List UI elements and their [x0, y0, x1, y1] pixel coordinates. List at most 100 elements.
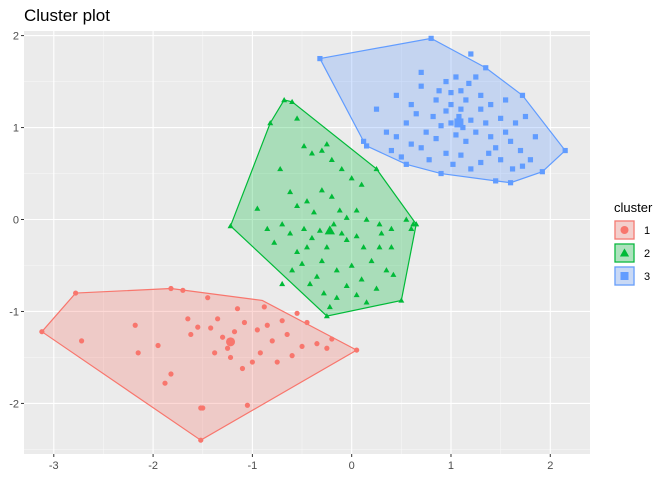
cluster-3-point — [502, 97, 509, 103]
y-tick-label: 1 — [13, 123, 19, 135]
cluster-3-point — [373, 106, 380, 112]
cluster-2-point — [333, 294, 340, 300]
cluster-1-point — [257, 350, 263, 356]
cluster-2-point — [343, 214, 350, 220]
cluster-1-center — [226, 337, 236, 347]
cluster-3-point — [436, 88, 442, 94]
cluster-2-point — [360, 244, 367, 250]
cluster-3-point — [493, 178, 499, 184]
cluster-2-center — [324, 225, 336, 235]
cluster-3-point — [448, 90, 454, 96]
cluster-2-point — [323, 313, 330, 319]
cluster-2-point — [333, 267, 340, 273]
cluster-3-point — [363, 143, 370, 149]
cluster-2-point — [376, 244, 383, 250]
cluster-3-point — [453, 74, 459, 80]
cluster-3-point — [438, 170, 444, 177]
cluster-1-point — [188, 331, 194, 338]
cluster-3-point — [458, 152, 464, 158]
cluster-2-point — [403, 216, 410, 222]
cluster-2-point — [323, 244, 330, 250]
cluster-2-point — [310, 209, 317, 215]
cluster-1-point — [168, 285, 174, 292]
cluster-2-point — [287, 188, 294, 195]
cluster-2-point — [376, 221, 383, 227]
cluster-2-point — [363, 299, 370, 305]
cluster-2-point — [348, 262, 355, 268]
cluster-2-point — [338, 165, 345, 172]
cluster-2-point — [254, 205, 261, 211]
cluster-2-point — [363, 216, 370, 222]
cluster-3-point — [448, 120, 454, 126]
cluster-1-point — [269, 338, 275, 344]
cluster-1-point — [135, 350, 141, 356]
cluster-1-point — [261, 304, 267, 310]
cluster-3-point — [456, 113, 462, 120]
cluster-3-point — [443, 108, 449, 114]
cluster-1-point — [299, 343, 305, 350]
cluster-3-point — [383, 129, 390, 135]
cluster-1-point — [208, 325, 214, 331]
cluster-1-point — [205, 295, 211, 301]
cluster-2-point — [313, 273, 320, 279]
cluster-2-point — [413, 221, 420, 227]
cluster-1-point — [195, 324, 201, 330]
cluster-2-point — [267, 119, 274, 126]
cluster-1-point — [231, 329, 238, 335]
cluster-3-point — [438, 123, 444, 129]
cluster-3-point — [468, 166, 474, 172]
axes: -3 -2 -1 0 1 2 -2 -1 0 1 2 — [9, 31, 553, 472]
cluster-2-point — [328, 193, 335, 199]
cluster-2-point — [323, 141, 330, 147]
legend-label-1: 1 — [644, 225, 650, 237]
cluster-1-point — [212, 350, 218, 356]
cluster-3-point — [522, 113, 529, 120]
x-tick-label: 2 — [547, 460, 553, 472]
cluster-1-point — [254, 327, 260, 333]
cluster-3-point — [398, 154, 404, 160]
cluster-3-point — [519, 163, 526, 169]
cluster-3-point — [512, 120, 519, 126]
cluster-1-point — [162, 380, 168, 386]
cluster-2-point — [294, 202, 301, 208]
legend-symbol-2 — [619, 248, 630, 257]
cluster-2-point — [398, 297, 405, 303]
cluster-3-point — [408, 141, 414, 147]
cluster-3-point — [418, 83, 424, 89]
cluster-1-point — [329, 336, 335, 342]
cluster-1-point — [284, 331, 290, 338]
cluster-3-point — [532, 134, 538, 140]
cluster-3-point — [473, 74, 479, 80]
cluster-3-point — [466, 80, 472, 87]
cluster-2-point — [294, 115, 301, 121]
cluster-1-point — [279, 318, 285, 324]
cluster-2-point — [264, 225, 271, 231]
cluster-3-point — [413, 111, 419, 117]
cluster-1-point — [294, 310, 300, 316]
cluster-2-point — [316, 227, 323, 233]
cluster-1-point — [314, 341, 320, 347]
cluster-3-center — [454, 118, 464, 128]
cluster-3-point — [498, 157, 504, 163]
cluster-3-point — [418, 145, 424, 151]
x-tick-label: -2 — [148, 460, 158, 472]
cluster-3-point — [403, 120, 409, 126]
legend-label-3: 3 — [644, 271, 650, 283]
cluster-2-point — [277, 165, 284, 172]
cluster-centers — [226, 118, 464, 347]
cluster-1-point — [244, 402, 251, 408]
cluster-2-point — [308, 234, 315, 241]
cluster-2-point — [390, 271, 397, 277]
cluster-1-point — [224, 345, 231, 351]
cluster-2-point — [353, 207, 360, 213]
cluster-2-point — [373, 285, 380, 291]
cluster-3-point — [493, 145, 499, 151]
cluster-2-point — [336, 207, 343, 213]
legend-label-2: 2 — [644, 248, 650, 260]
cluster-3-point — [450, 161, 456, 167]
cluster-3-point — [393, 134, 399, 140]
cluster-3-point — [473, 129, 479, 135]
y-tick-label: -2 — [9, 398, 19, 410]
cluster-3-point — [433, 97, 439, 103]
